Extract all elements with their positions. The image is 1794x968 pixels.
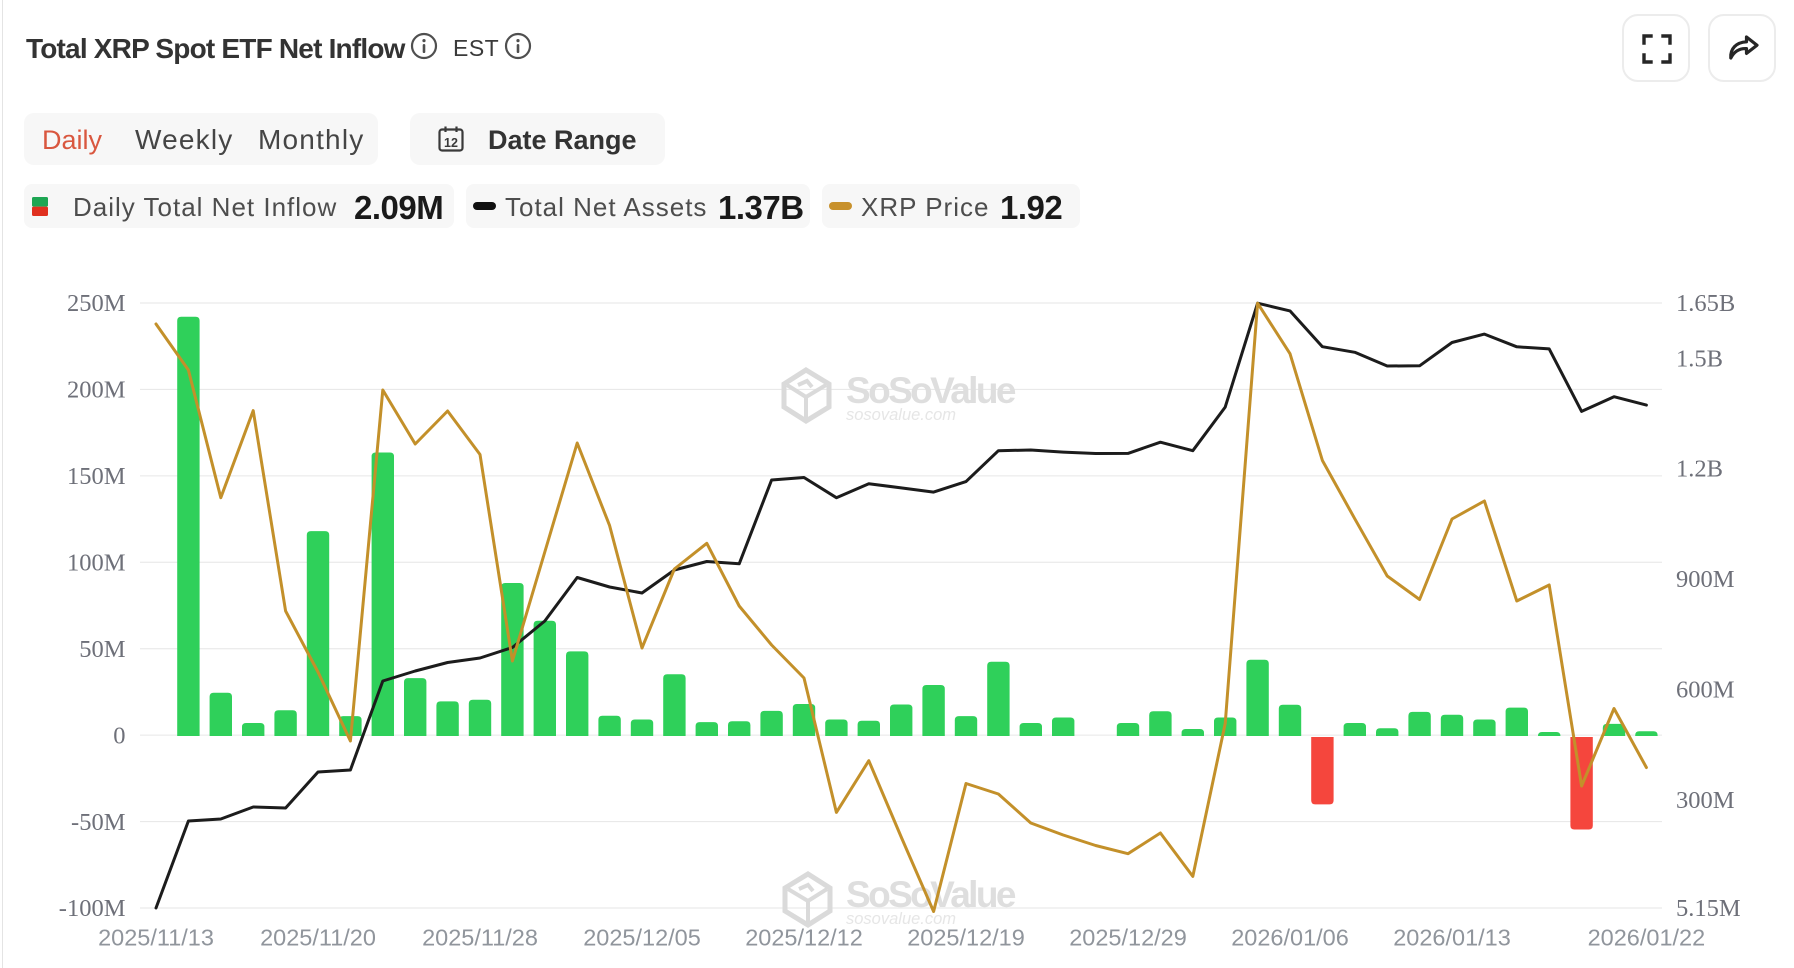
svg-text:50M: 50M <box>79 636 126 663</box>
svg-text:250M: 250M <box>67 290 126 317</box>
svg-text:200M: 200M <box>67 377 126 404</box>
svg-text:2025/12/19: 2025/12/19 <box>907 925 1025 951</box>
svg-text:300M: 300M <box>1676 787 1735 814</box>
svg-text:100M: 100M <box>67 550 126 577</box>
svg-text:2025/12/05: 2025/12/05 <box>583 925 701 951</box>
svg-text:sosovalue.com: sosovalue.com <box>846 406 956 424</box>
svg-text:900M: 900M <box>1676 566 1735 593</box>
svg-text:2025/11/13: 2025/11/13 <box>98 925 214 951</box>
svg-text:SoSoValue: SoSoValue <box>846 370 1016 411</box>
svg-text:2026/01/06: 2026/01/06 <box>1231 925 1349 951</box>
svg-text:1.5B: 1.5B <box>1676 345 1723 372</box>
svg-text:12: 12 <box>444 136 458 150</box>
svg-text:2025/11/20: 2025/11/20 <box>260 925 376 951</box>
svg-text:2025/11/28: 2025/11/28 <box>422 925 538 951</box>
svg-text:1.65B: 1.65B <box>1676 290 1735 317</box>
svg-text:2025/12/12: 2025/12/12 <box>745 925 863 951</box>
svg-text:1.2B: 1.2B <box>1676 456 1723 483</box>
svg-text:0: 0 <box>113 722 125 749</box>
svg-text:-100M: -100M <box>59 895 126 922</box>
svg-text:sosovalue.com: sosovalue.com <box>846 910 956 928</box>
svg-text:-50M: -50M <box>71 809 126 836</box>
svg-text:5.15M: 5.15M <box>1676 895 1741 922</box>
svg-text:150M: 150M <box>67 463 126 490</box>
svg-text:600M: 600M <box>1676 676 1735 703</box>
svg-text:2025/12/29: 2025/12/29 <box>1069 925 1187 951</box>
svg-text:2026/01/22: 2026/01/22 <box>1588 925 1706 951</box>
svg-text:2026/01/13: 2026/01/13 <box>1393 925 1511 951</box>
